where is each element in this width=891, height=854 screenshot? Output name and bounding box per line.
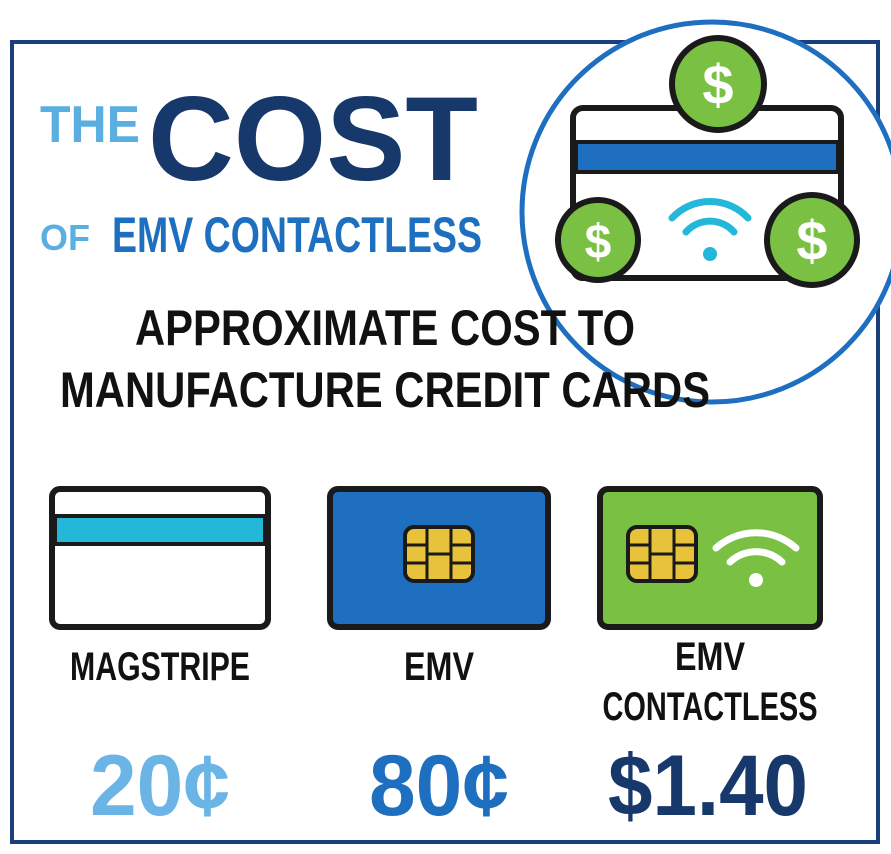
emv-card [327, 486, 551, 630]
title-cost: COST [148, 72, 478, 206]
circle-gap [40, 405, 740, 425]
card-label: EMV [404, 645, 474, 689]
coin-symbol: $ [585, 216, 612, 269]
title-subject: EMV CONTACTLESS [112, 207, 482, 263]
card-label: CONTACTLESS [603, 685, 818, 729]
magstripe-card [49, 486, 271, 630]
title-of: OF [40, 217, 90, 258]
card-price: 20¢ [90, 738, 230, 834]
subtitle: MANUFACTURE CREDIT CARDS [60, 362, 710, 418]
coin-symbol: $ [796, 209, 827, 272]
card-price: 80¢ [369, 738, 509, 834]
coin-symbol: $ [702, 53, 733, 116]
title-the: THE [40, 96, 140, 154]
subtitle: APPROXIMATE COST TO [135, 300, 635, 356]
contactless-card [597, 486, 823, 630]
card-label: MAGSTRIPE [70, 645, 250, 689]
coins [555, 35, 860, 288]
card-price: $1.40 [608, 738, 808, 834]
card-label: EMV [675, 635, 745, 679]
